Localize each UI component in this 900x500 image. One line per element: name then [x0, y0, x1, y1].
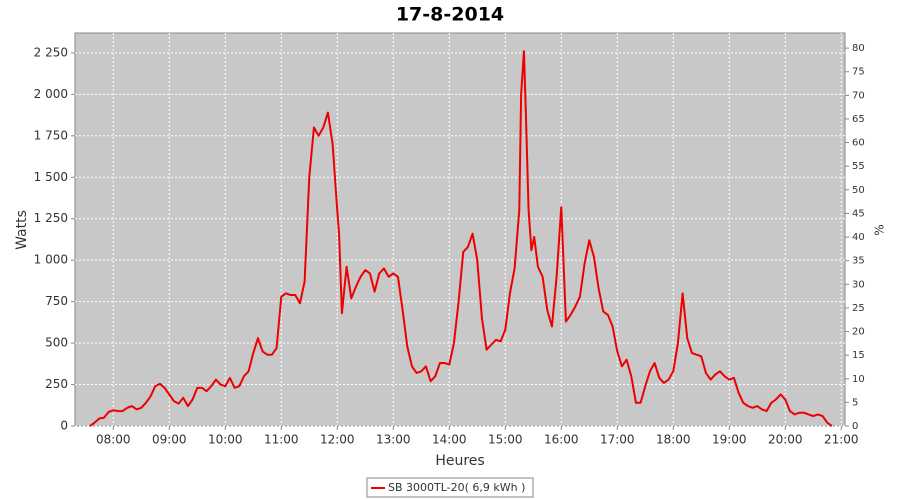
- y-tick-label: 1 000: [34, 253, 68, 267]
- x-tick-label: 08:00: [96, 433, 131, 447]
- x-tick-label: 12:00: [320, 433, 355, 447]
- x-tick-label: 20:00: [768, 433, 803, 447]
- data-line: [89, 50, 833, 427]
- y-tick-label: 750: [45, 294, 68, 308]
- y2-tick-label: 25: [852, 303, 865, 314]
- y2-tick-label: 65: [852, 114, 865, 125]
- x-tick-label: 11:00: [264, 433, 299, 447]
- x-axis-label: Heures: [435, 453, 484, 469]
- y2-tick-label: 30: [852, 279, 865, 290]
- legend-box: [366, 477, 534, 498]
- y-tick-label: 2 250: [34, 45, 68, 59]
- y2-tick-label: 20: [852, 327, 865, 338]
- y2-tick-label: 60: [852, 138, 865, 149]
- x-tick-label: 09:00: [152, 433, 187, 447]
- y2-tick-label: 70: [852, 90, 865, 101]
- y2-tick-label: 0: [852, 421, 858, 432]
- y2-tick-label: 40: [852, 232, 865, 243]
- legend-label: SB 3000TL-20( 6,9 kWh ): [388, 481, 525, 494]
- x-tick-label: 10:00: [208, 433, 243, 447]
- y-tick-label: 500: [45, 336, 68, 350]
- y2-tick-label: 15: [852, 350, 865, 361]
- y-tick-label: 1 250: [34, 211, 68, 225]
- y2-tick-label: 35: [852, 256, 865, 267]
- y2-tick-label: 45: [852, 208, 865, 219]
- x-tick-label: 16:00: [544, 433, 579, 447]
- chart-title: 17-8-2014: [396, 4, 504, 26]
- y2-tick-label: 75: [852, 67, 865, 78]
- y-tick-label: 1 500: [34, 170, 68, 184]
- x-tick-label: 17:00: [600, 433, 635, 447]
- y2-tick-label: 5: [852, 397, 858, 408]
- x-tick-label: 14:00: [432, 433, 467, 447]
- y2-tick-label: 80: [852, 43, 865, 54]
- x-tick-label: 15:00: [488, 433, 523, 447]
- y-tick-label: 250: [45, 377, 68, 391]
- legend: SB 3000TL-20( 6,9 kWh ): [366, 477, 534, 498]
- y2-axis-label: %: [873, 224, 887, 235]
- y2-tick-label: 55: [852, 161, 865, 172]
- x-tick-label: 18:00: [656, 433, 691, 447]
- y-axis-label: Watts: [14, 210, 30, 250]
- y-tick-label: 1 750: [34, 128, 68, 142]
- y-tick-label: 0: [60, 419, 68, 433]
- y2-tick-label: 50: [852, 185, 865, 196]
- y2-tick-label: 10: [852, 374, 865, 385]
- plot-area: [74, 32, 846, 427]
- y-tick-label: 2 000: [34, 87, 68, 101]
- x-tick-label: 21:00: [824, 433, 859, 447]
- x-tick-label: 13:00: [376, 433, 411, 447]
- x-tick-label: 19:00: [712, 433, 747, 447]
